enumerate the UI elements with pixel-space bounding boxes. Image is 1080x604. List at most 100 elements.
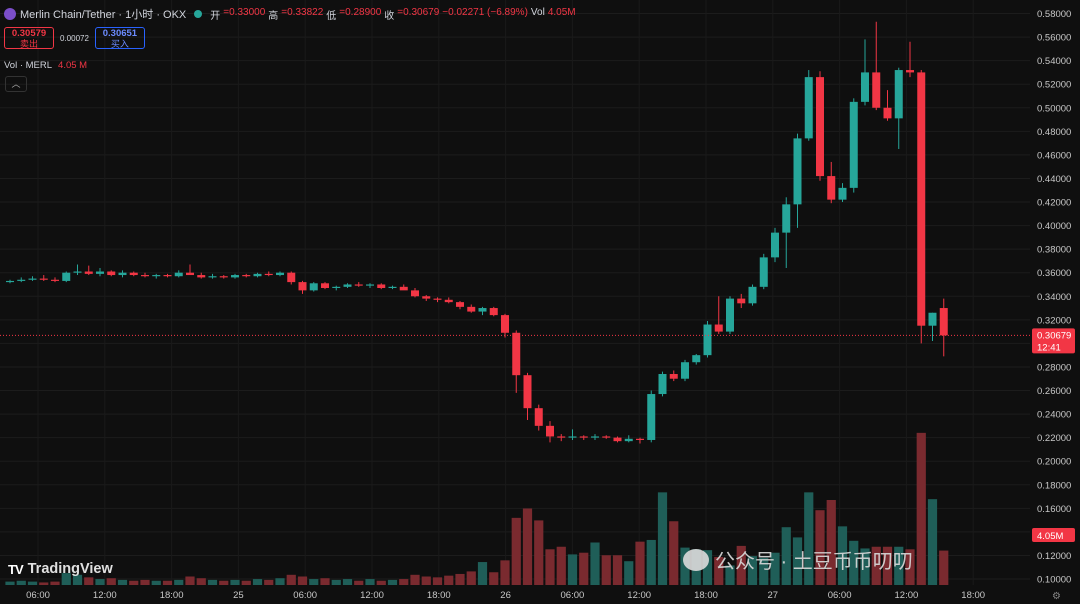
- volume-bar: [522, 508, 533, 585]
- volume-bar: [725, 565, 735, 585]
- change-value: −0.02271 (−6.89%): [442, 6, 528, 18]
- volume-bar: [354, 580, 364, 585]
- price-tick-label: 0.40000: [1037, 221, 1071, 232]
- volume-bar: [894, 546, 904, 585]
- candle-body: [298, 282, 307, 291]
- tradingview-branding[interactable]: TV TradingView: [8, 561, 113, 577]
- time-tick-label: 18:00: [160, 590, 184, 601]
- volume-bar: [140, 579, 150, 585]
- candle-body: [433, 298, 442, 300]
- volume-bar: [905, 549, 915, 585]
- candle-body: [647, 394, 656, 440]
- volume-bar: [174, 579, 184, 585]
- price-axis[interactable]: 0.58000 0.56000 0.54000 0.52000 0.50000 0.480…: [1037, 9, 1071, 586]
- volume-bar: [477, 562, 488, 585]
- candle-body: [253, 273, 262, 277]
- price-tick-label: 0.16000: [1037, 504, 1071, 515]
- volume-bar: [16, 580, 26, 585]
- candle-body: [827, 176, 836, 200]
- candle-body: [152, 275, 161, 277]
- volume-bar: [5, 581, 15, 585]
- candle-body: [816, 77, 824, 177]
- candle-body: [107, 271, 116, 276]
- candle-body: [28, 278, 37, 280]
- buy-price: 0.30651: [102, 28, 138, 39]
- candle-body: [546, 425, 554, 437]
- volume-bar: [106, 578, 116, 585]
- candle-body: [6, 280, 14, 283]
- volume-bar: [50, 581, 60, 585]
- volume-bar: [376, 580, 386, 585]
- sell-button[interactable]: 0.30579 卖出: [4, 27, 54, 49]
- price-tick-label: 0.10000: [1037, 575, 1071, 586]
- volume-bar: [365, 579, 375, 585]
- volume-bar: [590, 542, 600, 585]
- price-tick-label: 0.28000: [1037, 362, 1071, 373]
- time-tick-label: 18:00: [427, 590, 451, 601]
- volume-bar: [185, 576, 195, 585]
- candle-body: [804, 77, 813, 139]
- time-tick-label: 06:00: [561, 590, 585, 601]
- candle-body: [399, 286, 408, 291]
- settings-gear-icon[interactable]: ⚙: [1052, 591, 1061, 602]
- buy-label: 买入: [110, 39, 129, 49]
- candle-body: [377, 284, 386, 289]
- open-value: =0.33000: [223, 6, 266, 18]
- price-tick-label: 0.42000: [1037, 198, 1071, 209]
- volume-bar: [624, 561, 634, 585]
- candle-body: [624, 438, 633, 442]
- volume-bar: [759, 557, 769, 585]
- close-value: =0.30679: [397, 6, 440, 18]
- candle-body: [636, 438, 644, 440]
- volume-bar: [657, 492, 668, 585]
- candle-body: [231, 275, 239, 278]
- volume-bar: [714, 556, 724, 585]
- candle-body: [478, 308, 487, 312]
- time-axis[interactable]: 06:00 12:00 18:00 25 06:00 12:00 18:00 26 06:00 1…: [26, 590, 985, 601]
- chevron-up-icon[interactable]: ︿: [5, 76, 27, 92]
- volume-bar: [736, 545, 746, 585]
- volume-bar: [849, 540, 859, 585]
- volume-bar: [196, 578, 206, 585]
- price-tick-label: 0.52000: [1037, 80, 1071, 91]
- candle-body: [467, 306, 476, 312]
- time-tick-label: 18:00: [694, 590, 718, 601]
- candle-body: [276, 272, 284, 276]
- candle-body: [681, 362, 689, 379]
- volume-bar: [432, 577, 443, 585]
- volume-bar: [61, 573, 71, 585]
- volume-bar: [770, 552, 780, 585]
- market-status-dot-icon: [194, 10, 203, 18]
- volume-bar: [815, 510, 825, 585]
- header-vol-value: 4.05M: [547, 6, 576, 18]
- candle-body: [388, 286, 397, 289]
- time-tick-label: 06:00: [828, 590, 852, 601]
- time-tick-label: 26: [500, 590, 511, 601]
- time-tick-label: 27: [768, 590, 779, 601]
- volume-bar: [747, 556, 758, 585]
- candle-body: [309, 283, 318, 291]
- price-tick-label: 0.56000: [1037, 33, 1071, 44]
- candle-body: [939, 308, 948, 336]
- volume-bar: [275, 578, 285, 585]
- volume-legend[interactable]: Vol · MERL 4.05 M: [4, 60, 87, 71]
- high-label: 高: [268, 10, 279, 22]
- price-tick-label: 0.38000: [1037, 245, 1071, 256]
- volume-bar: [871, 546, 881, 585]
- time-tick-label: 25: [233, 590, 244, 601]
- candle-body: [242, 275, 251, 277]
- candle-body: [73, 271, 82, 273]
- symbol-title[interactable]: Merlin Chain/Tether · 1小时 · OKX: [20, 9, 187, 21]
- price-tick-label: 0.44000: [1037, 174, 1071, 185]
- volume-bar: [545, 549, 555, 585]
- price-tick-label: 0.24000: [1037, 410, 1071, 421]
- price-tick-label: 0.46000: [1037, 150, 1071, 161]
- volume-bar: [489, 572, 499, 585]
- volume-bar: [444, 575, 454, 585]
- candle-body: [141, 275, 149, 277]
- ohlc-values: 开 =0.33000 高 =0.33822 低 =0.28900 收 =0.30679 …: [210, 7, 575, 22]
- volume-tag-bg: [1032, 528, 1075, 542]
- volume-bar: [882, 546, 893, 585]
- buy-button[interactable]: 0.30651 买入: [94, 27, 145, 49]
